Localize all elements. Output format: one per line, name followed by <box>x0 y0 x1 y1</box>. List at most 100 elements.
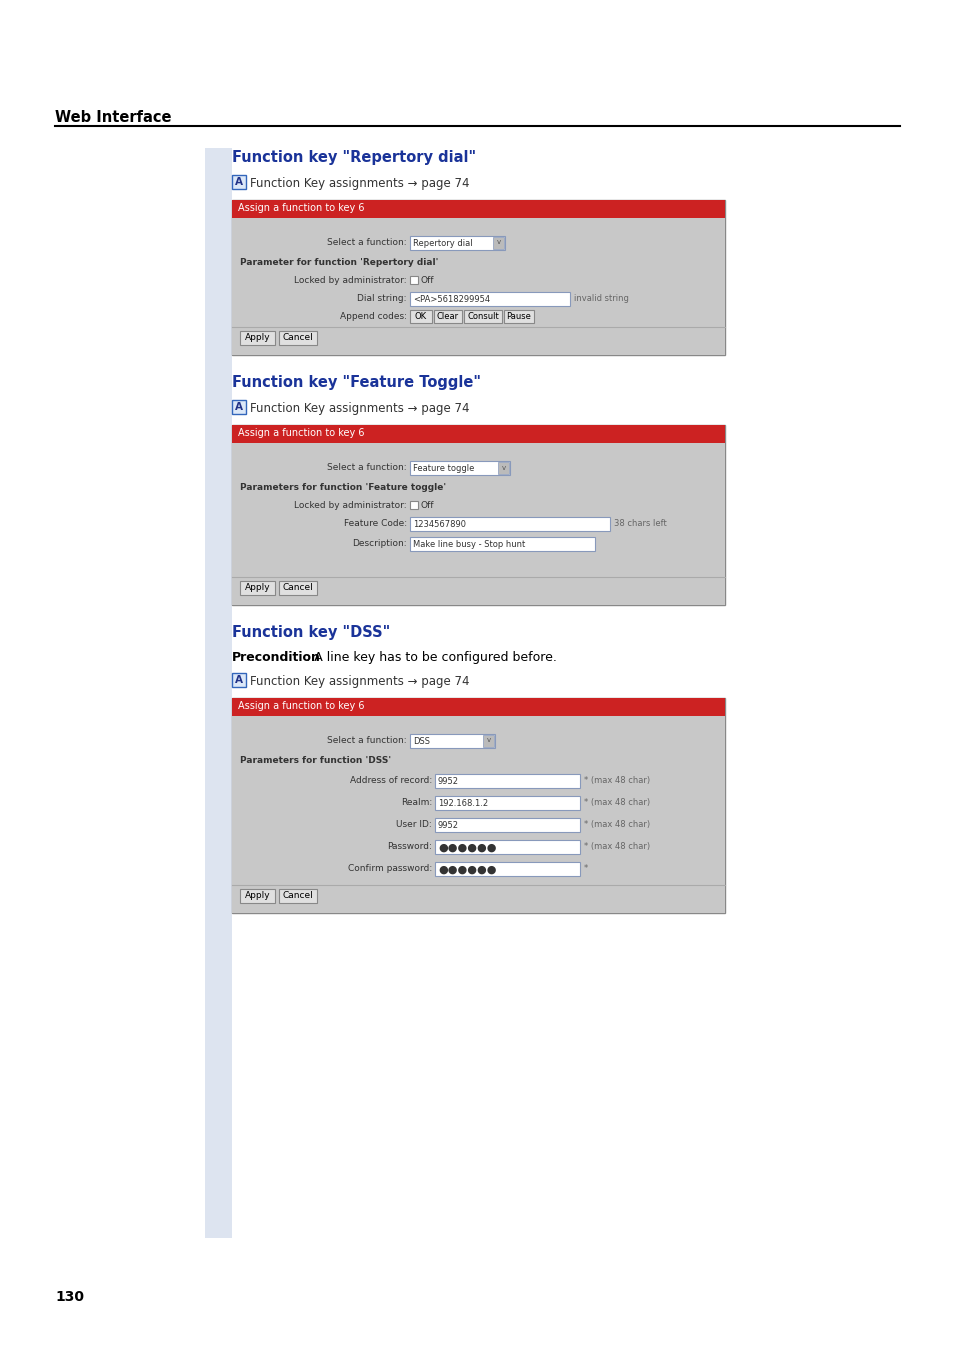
Text: Select a function:: Select a function: <box>327 736 407 744</box>
Text: Append codes:: Append codes: <box>339 312 407 322</box>
Text: ●●●●●●: ●●●●●● <box>437 865 496 875</box>
Text: Off: Off <box>420 501 434 509</box>
Text: Off: Off <box>420 276 434 285</box>
Bar <box>410 461 510 476</box>
Text: Function Key assignments → page 74: Function Key assignments → page 74 <box>250 177 469 190</box>
Text: Consult: Consult <box>467 312 498 322</box>
Bar <box>435 774 579 788</box>
Text: Apply: Apply <box>244 334 270 343</box>
Bar <box>435 796 579 811</box>
Text: A: A <box>234 676 243 685</box>
Text: 192.168.1.2: 192.168.1.2 <box>437 798 488 808</box>
Text: Repertory dial: Repertory dial <box>413 239 472 247</box>
Text: ●●●●●●: ●●●●●● <box>437 843 496 852</box>
Text: User ID:: User ID: <box>395 820 432 830</box>
Bar <box>410 292 569 305</box>
Bar <box>435 817 579 832</box>
Text: A: A <box>234 177 243 186</box>
Text: Parameters for function 'Feature toggle': Parameters for function 'Feature toggle' <box>240 484 446 492</box>
Text: Function key "Feature Toggle": Function key "Feature Toggle" <box>232 376 480 390</box>
Text: 130: 130 <box>55 1290 84 1304</box>
Text: * (max 48 char): * (max 48 char) <box>583 820 649 830</box>
Text: : A line key has to be configured before.: : A line key has to be configured before… <box>306 651 557 663</box>
Text: Pause: Pause <box>506 312 531 322</box>
Text: * (max 48 char): * (max 48 char) <box>583 775 649 785</box>
Bar <box>278 331 316 345</box>
Bar <box>410 517 609 531</box>
Bar <box>232 400 246 413</box>
Text: 38 chars left: 38 chars left <box>614 519 666 528</box>
Bar <box>240 889 274 902</box>
Bar <box>232 218 724 355</box>
Text: Make line busy - Stop hunt: Make line busy - Stop hunt <box>413 540 525 549</box>
Text: A: A <box>234 403 243 412</box>
Text: <PA>5618299954: <PA>5618299954 <box>413 295 490 304</box>
Bar <box>240 331 274 345</box>
Text: Select a function:: Select a function: <box>327 463 407 471</box>
Bar <box>497 462 509 474</box>
Bar <box>434 309 461 323</box>
Text: 1234567890: 1234567890 <box>413 520 465 528</box>
Bar <box>410 734 495 748</box>
Bar <box>232 673 246 688</box>
Text: Feature Code:: Feature Code: <box>343 519 407 528</box>
Text: Assign a function to key 6: Assign a function to key 6 <box>237 203 364 212</box>
Bar <box>232 176 246 189</box>
Text: Password:: Password: <box>387 842 432 851</box>
Bar <box>503 309 534 323</box>
Bar <box>205 149 232 1238</box>
Text: Dial string:: Dial string: <box>357 295 407 303</box>
Text: Select a function:: Select a function: <box>327 238 407 247</box>
Text: Apply: Apply <box>244 584 270 593</box>
Text: invalid string: invalid string <box>574 295 628 303</box>
Bar <box>493 236 503 249</box>
Text: Function Key assignments → page 74: Function Key assignments → page 74 <box>250 676 469 688</box>
Bar <box>435 840 579 854</box>
Bar <box>232 698 724 716</box>
Text: Locked by administrator:: Locked by administrator: <box>294 276 407 285</box>
Text: Cancel: Cancel <box>282 892 313 901</box>
Text: Parameter for function 'Repertory dial': Parameter for function 'Repertory dial' <box>240 258 438 267</box>
Text: 9952: 9952 <box>437 777 458 786</box>
Text: Apply: Apply <box>244 892 270 901</box>
Bar <box>410 236 504 250</box>
Bar <box>410 501 417 509</box>
Text: Clear: Clear <box>436 312 458 322</box>
Text: Precondition: Precondition <box>232 651 320 663</box>
Bar <box>435 862 579 875</box>
Bar <box>240 581 274 594</box>
Bar <box>232 716 724 913</box>
Text: DSS: DSS <box>413 736 430 746</box>
Text: OK: OK <box>415 312 427 322</box>
Text: Function Key assignments → page 74: Function Key assignments → page 74 <box>250 403 469 415</box>
Bar <box>278 889 316 902</box>
Text: 9952: 9952 <box>437 821 458 830</box>
Text: * (max 48 char): * (max 48 char) <box>583 798 649 807</box>
Bar <box>410 276 417 284</box>
Text: Web Interface: Web Interface <box>55 109 172 126</box>
Text: Assign a function to key 6: Assign a function to key 6 <box>237 701 364 711</box>
Text: Cancel: Cancel <box>282 584 313 593</box>
Bar <box>232 698 724 913</box>
Text: Description:: Description: <box>352 539 407 549</box>
Text: Assign a function to key 6: Assign a function to key 6 <box>237 428 364 438</box>
Text: Function key "Repertory dial": Function key "Repertory dial" <box>232 150 476 165</box>
Text: Feature toggle: Feature toggle <box>413 463 474 473</box>
Text: Cancel: Cancel <box>282 334 313 343</box>
Bar <box>410 536 595 551</box>
Text: Parameters for function 'DSS': Parameters for function 'DSS' <box>240 757 391 765</box>
Bar <box>278 581 316 594</box>
Text: v: v <box>501 465 505 470</box>
Text: v: v <box>497 239 500 246</box>
Bar <box>232 426 724 605</box>
Bar <box>232 200 724 218</box>
Text: Address of record:: Address of record: <box>350 775 432 785</box>
Text: v: v <box>486 738 491 743</box>
Bar <box>232 443 724 605</box>
Text: Confirm password:: Confirm password: <box>348 865 432 873</box>
Text: * (max 48 char): * (max 48 char) <box>583 842 649 851</box>
Text: Realm:: Realm: <box>400 798 432 807</box>
Bar <box>232 426 724 443</box>
Text: *: * <box>583 865 588 873</box>
Text: Function key "DSS": Function key "DSS" <box>232 626 390 640</box>
